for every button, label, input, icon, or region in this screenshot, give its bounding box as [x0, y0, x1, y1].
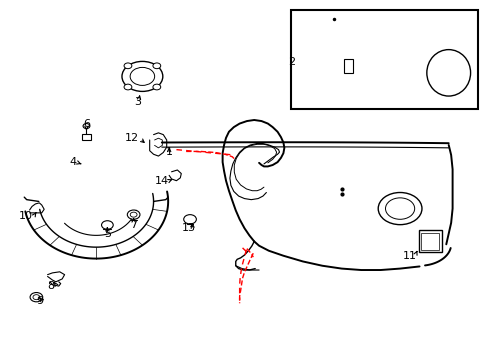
Circle shape	[127, 210, 140, 219]
Text: 13: 13	[181, 223, 195, 233]
Circle shape	[33, 295, 40, 300]
Circle shape	[122, 62, 163, 91]
Text: 3: 3	[134, 97, 141, 107]
Circle shape	[153, 84, 161, 90]
Text: 8: 8	[47, 281, 55, 291]
Circle shape	[385, 198, 414, 219]
Circle shape	[30, 293, 42, 302]
Bar	[290, 10, 477, 109]
Bar	[418, 230, 441, 252]
Ellipse shape	[426, 50, 469, 96]
Text: 10: 10	[19, 211, 33, 221]
Text: 12: 12	[124, 133, 139, 143]
Text: 1: 1	[165, 147, 172, 157]
Circle shape	[130, 67, 154, 85]
Text: 7: 7	[130, 220, 137, 230]
Bar	[344, 59, 352, 73]
Text: 4: 4	[70, 157, 77, 167]
Text: 2: 2	[287, 57, 295, 67]
Bar	[421, 233, 438, 250]
Text: 11: 11	[402, 251, 416, 261]
Circle shape	[153, 63, 161, 69]
Circle shape	[83, 123, 90, 129]
Circle shape	[130, 212, 137, 217]
Text: 5: 5	[103, 229, 111, 239]
Circle shape	[102, 221, 113, 229]
Text: 14: 14	[155, 176, 168, 186]
Text: 6: 6	[83, 118, 90, 129]
Text: 9: 9	[36, 296, 43, 306]
Bar	[81, 134, 91, 140]
Circle shape	[124, 84, 132, 90]
Circle shape	[183, 215, 196, 224]
Circle shape	[124, 63, 132, 69]
Circle shape	[377, 193, 421, 225]
